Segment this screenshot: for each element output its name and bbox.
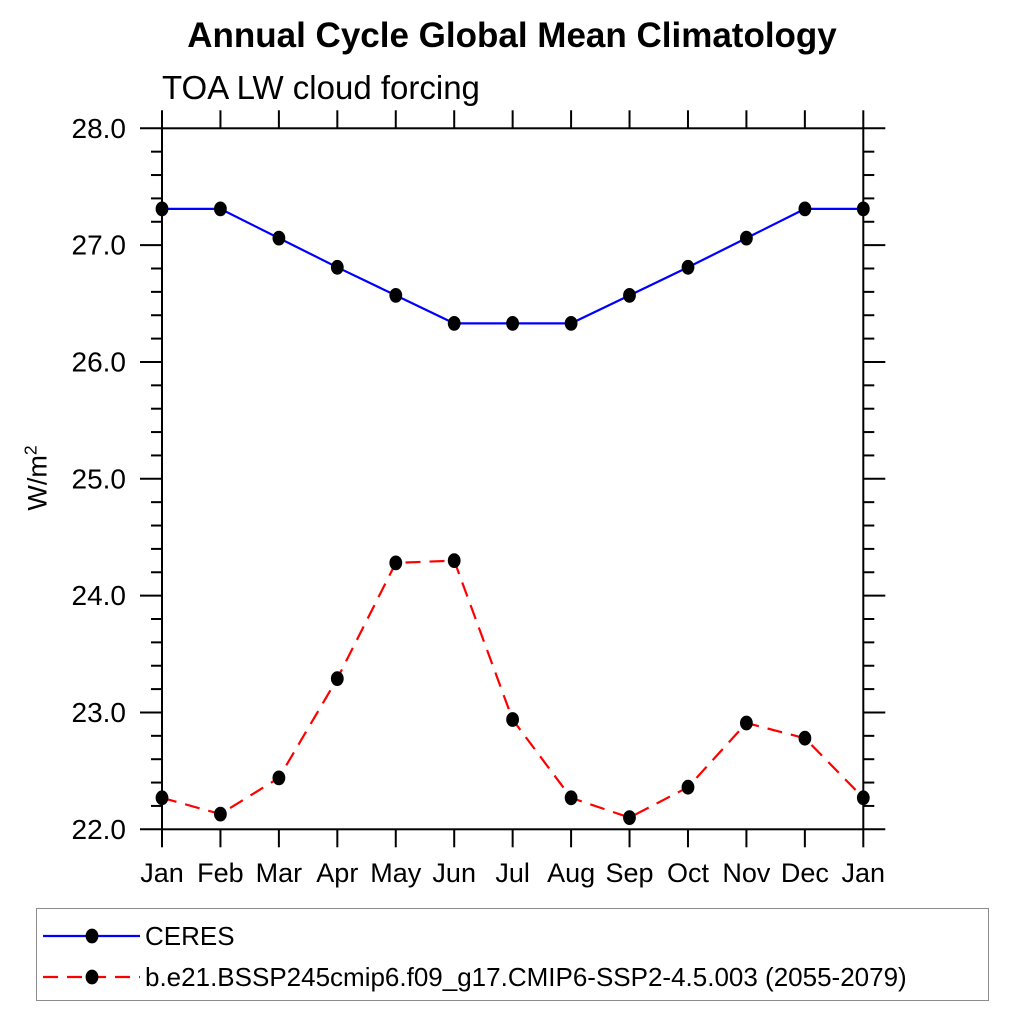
- x-tick-label: Dec: [781, 858, 829, 888]
- data-point-marker: [506, 316, 519, 331]
- data-point-marker: [681, 259, 695, 275]
- y-tick-label: 28.0: [72, 113, 127, 144]
- legend-marker-dot: [85, 969, 99, 985]
- legend-symbol-dashed-line: [43, 969, 140, 985]
- data-point-marker: [740, 230, 753, 246]
- data-point-marker: [623, 810, 636, 825]
- data-point-marker: [155, 790, 169, 806]
- x-tick-label: Aug: [547, 858, 595, 888]
- data-point-marker: [272, 770, 286, 786]
- x-tick-label: Sep: [606, 858, 654, 888]
- data-point-marker: [681, 779, 695, 795]
- data-point-marker: [214, 806, 227, 822]
- x-tick-label: Mar: [256, 858, 303, 888]
- data-point-marker: [447, 316, 461, 331]
- data-point-marker: [272, 230, 286, 246]
- x-tick-label: Jul: [495, 858, 530, 888]
- legend: CERES b.e21.BSSP245cmip6.f09_g17.CMIP6-S…: [36, 908, 989, 1001]
- x-tick-label: Jan: [140, 858, 184, 888]
- data-point-marker: [564, 790, 578, 806]
- chart-subtitle: TOA LW cloud forcing: [162, 69, 480, 106]
- data-point-marker: [856, 790, 870, 806]
- data-point-marker: [330, 671, 344, 686]
- chart-title: Annual Cycle Global Mean Climatology: [187, 16, 837, 55]
- x-tick-label: Apr: [316, 858, 358, 888]
- data-point-marker: [389, 555, 403, 571]
- x-tick-label: Nov: [722, 858, 771, 888]
- data-point-marker: [740, 715, 753, 731]
- x-tick-label: Oct: [667, 858, 710, 888]
- data-point-marker: [214, 201, 227, 217]
- x-tick-label: Feb: [197, 858, 244, 888]
- legend-entry-model: b.e21.BSSP245cmip6.f09_g17.CMIP6-SSP2-4.…: [39, 962, 907, 992]
- data-point-marker: [623, 288, 636, 303]
- data-point-marker: [155, 201, 169, 217]
- x-tick-label: Jan: [842, 858, 886, 888]
- x-tick-label: Jun: [432, 858, 476, 888]
- series-line-ceres: [162, 207, 864, 325]
- data-point-marker: [564, 316, 578, 331]
- y-tick-label: 26.0: [72, 346, 127, 377]
- legend-symbol-solid-line: [43, 928, 140, 944]
- data-point-marker: [447, 553, 461, 568]
- data-point-marker: [856, 201, 870, 217]
- legend-label: b.e21.BSSP245cmip6.f09_g17.CMIP6-SSP2-4.…: [145, 961, 907, 992]
- data-point-marker: [798, 730, 812, 746]
- y-tick-label: 27.0: [72, 230, 127, 261]
- data-point-marker: [798, 201, 812, 217]
- y-tick-label: 23.0: [72, 697, 127, 728]
- x-tick-label: May: [370, 858, 422, 888]
- series-line-model: [161, 559, 865, 819]
- legend-marker-dot: [85, 928, 99, 944]
- data-point-marker: [389, 288, 403, 303]
- y-tick-label: 22.0: [72, 814, 127, 845]
- y-tick-label: 24.0: [72, 580, 127, 611]
- legend-label: CERES: [145, 920, 235, 951]
- y-tick-label: 25.0: [72, 463, 127, 494]
- legend-entry-ceres: CERES: [39, 921, 235, 951]
- data-point-marker: [330, 259, 344, 275]
- data-point-marker: [506, 712, 519, 727]
